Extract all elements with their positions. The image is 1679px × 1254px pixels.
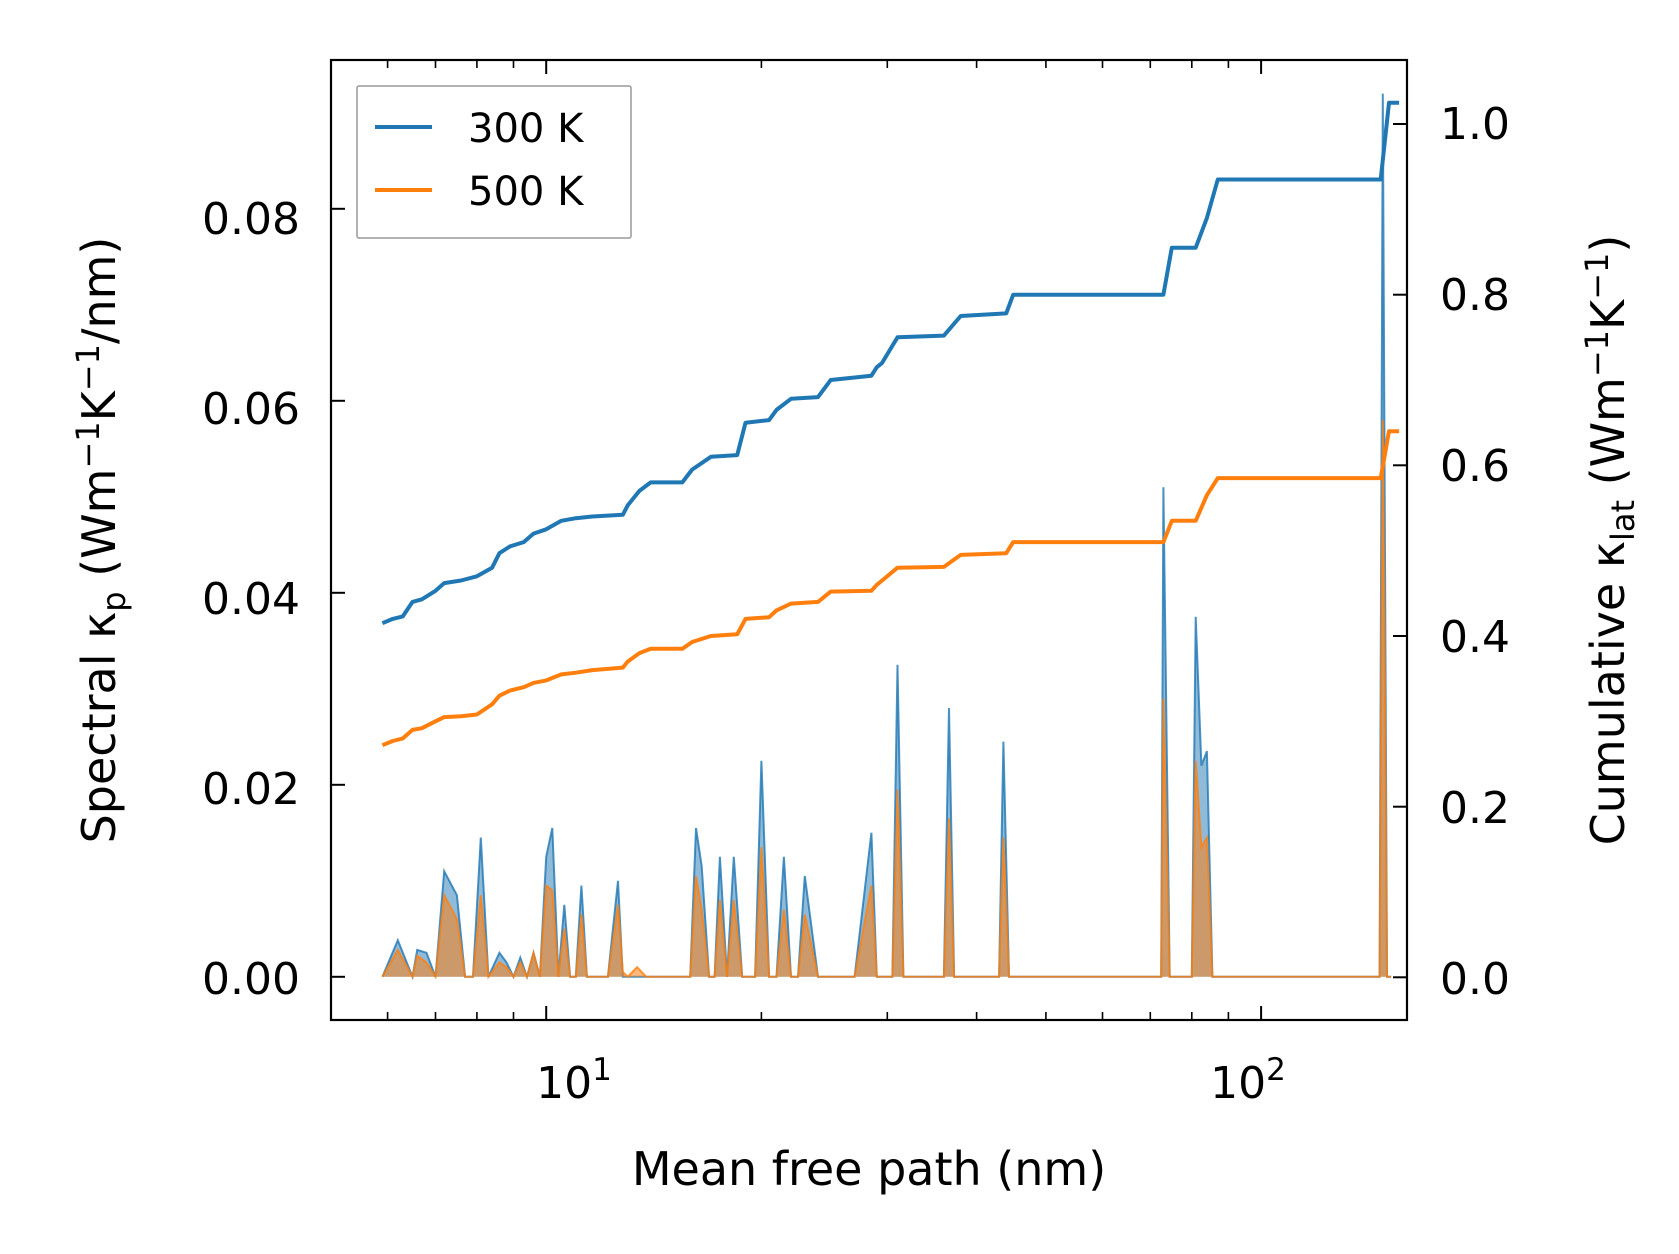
legend: 300 K 500 K: [356, 85, 632, 239]
legend-label-300k: 300 K: [468, 106, 585, 152]
y-left-axis-title-text: Spectral κp (Wm−1K−1/nm): [69, 237, 133, 844]
cumulative-line-300k: [381, 100, 1400, 626]
y-left-tick-label: 0.08: [202, 194, 300, 245]
plot-frame: [329, 58, 1409, 1022]
y-right-tick-label: 1.0: [1440, 99, 1510, 150]
y-right-tick-label: 0.2: [1440, 783, 1510, 834]
y-right-tick-label: 0.6: [1440, 441, 1510, 492]
y-left-tick-label: 0.04: [202, 574, 300, 625]
y-left-tick-label: 0.00: [202, 954, 300, 1005]
y-right-axis-title-text: Cumulative κlat (Wm−1K−1): [1578, 235, 1642, 846]
y-left-tick-label: 0.02: [202, 764, 300, 815]
x-axis-title: Mean free path (nm): [632, 1142, 1106, 1196]
spectral-series-layer: [381, 93, 1392, 981]
cumulative-series-layer: [381, 100, 1400, 748]
x-tick-label: 102: [1210, 1052, 1286, 1109]
legend-box: [356, 85, 632, 239]
axis-ticks: [330, 60, 1407, 1020]
y-right-tick-label: 0.0: [1440, 954, 1510, 1005]
y-left-tick-label: 0.06: [202, 384, 300, 435]
y-left-axis-title: Spectral κp (Wm−1K−1/nm): [69, 237, 133, 844]
cumulative-line-500k: [381, 429, 1400, 748]
spectral-line-500k: [381, 419, 1392, 980]
y-right-tick-label: 0.8: [1440, 270, 1510, 321]
y-right-axis-title: Cumulative κlat (Wm−1K−1): [1578, 235, 1642, 846]
legend-label-500k: 500 K: [468, 169, 585, 215]
x-tick-label: 101: [536, 1052, 612, 1109]
spectral-area-500k: [382, 420, 1392, 977]
y-right-tick-label: 0.4: [1440, 612, 1510, 663]
